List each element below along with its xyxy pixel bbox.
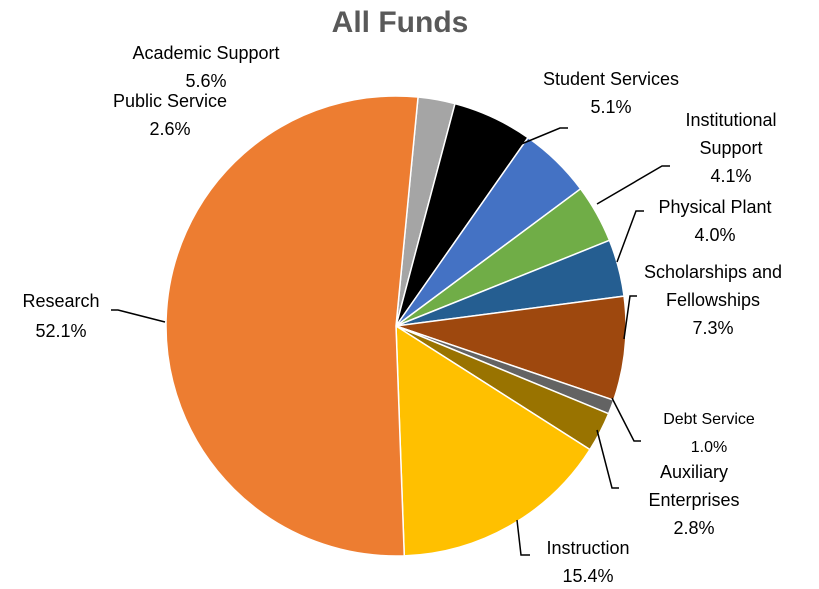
data-label-institutional-support: 4.1% <box>710 166 751 186</box>
pie-slices <box>165 95 627 557</box>
category-label-student-services: Student Services <box>543 69 679 89</box>
leader-line-auxiliary-enterprises <box>596 429 619 489</box>
category-label-instruction: Instruction <box>546 538 629 558</box>
leader-line-instruction <box>516 519 530 556</box>
pie-slice-scholarships-and-fellowships <box>395 295 627 402</box>
category-label-public-service: Public Service <box>113 91 227 111</box>
data-label-scholarships-and-fellowships: 7.3% <box>692 318 733 338</box>
leader-line-scholarships-and-fellowships <box>623 295 637 340</box>
category-label-scholarships-and-fellowships: Fellowships <box>666 290 760 310</box>
leader-line-student-services <box>518 127 568 146</box>
category-label-physical-plant: Physical Plant <box>658 197 771 217</box>
category-label-auxiliary-enterprises: Auxiliary <box>660 462 728 482</box>
data-label-debt-service: 1.0% <box>691 439 727 456</box>
leader-line-research <box>111 309 166 323</box>
data-label-instruction: 15.4% <box>562 566 613 586</box>
data-label-academic-support: 5.6% <box>185 71 226 91</box>
data-label-student-services: 5.1% <box>590 97 631 117</box>
category-label-academic-support: Academic Support <box>132 43 279 63</box>
category-label-institutional-support: Institutional <box>685 110 776 130</box>
data-label-public-service: 2.6% <box>149 119 190 139</box>
category-label-institutional-support: Support <box>699 138 762 158</box>
category-label-research: Research <box>22 291 99 311</box>
data-label-research: 52.1% <box>35 321 86 341</box>
leader-line-debt-service <box>611 397 641 442</box>
leader-lines <box>111 127 670 556</box>
category-label-scholarships-and-fellowships: Scholarships and <box>644 262 782 282</box>
leader-line-physical-plant <box>616 210 644 263</box>
data-label-physical-plant: 4.0% <box>694 225 735 245</box>
category-label-debt-service: Debt Service <box>663 411 755 428</box>
chart-title: All Funds <box>332 6 469 39</box>
slice-labels: Public Service 2.6% Academic Support 5.6% St… <box>22 43 782 586</box>
pie-slice-research <box>165 95 419 557</box>
category-label-auxiliary-enterprises: Enterprises <box>648 490 739 510</box>
data-label-auxiliary-enterprises: 2.8% <box>673 518 714 538</box>
pie-slice-instruction <box>395 324 592 557</box>
leader-line-institutional-support <box>596 165 670 205</box>
